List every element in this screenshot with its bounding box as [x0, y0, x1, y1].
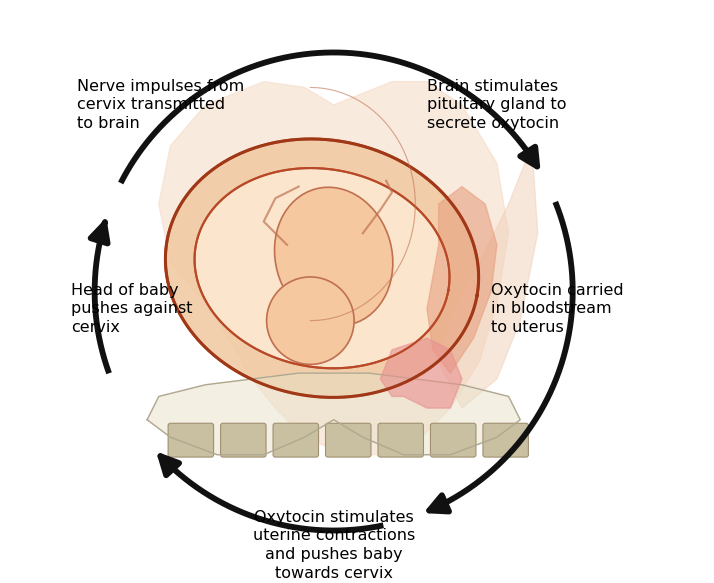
Text: Oxytocin stimulates
uterine contractions
and pushes baby
towards cervix: Oxytocin stimulates uterine contractions…	[253, 510, 415, 581]
FancyBboxPatch shape	[326, 423, 371, 457]
Polygon shape	[438, 146, 538, 408]
Text: Brain stimulates
pituitary gland to
secrete oxytocin: Brain stimulates pituitary gland to secr…	[427, 79, 566, 131]
FancyBboxPatch shape	[431, 423, 476, 457]
Polygon shape	[159, 82, 508, 455]
Polygon shape	[427, 187, 497, 373]
Polygon shape	[194, 168, 450, 368]
Polygon shape	[381, 338, 462, 408]
Text: Nerve impulses from
cervix transmitted
to brain: Nerve impulses from cervix transmitted t…	[77, 79, 244, 131]
FancyBboxPatch shape	[378, 423, 423, 457]
Text: Oxytocin carried
in bloodstream
to uterus: Oxytocin carried in bloodstream to uteru…	[491, 283, 624, 335]
FancyBboxPatch shape	[273, 423, 318, 457]
Polygon shape	[166, 139, 478, 398]
FancyBboxPatch shape	[483, 423, 528, 457]
FancyBboxPatch shape	[221, 423, 266, 457]
FancyBboxPatch shape	[168, 423, 213, 457]
Ellipse shape	[274, 187, 393, 326]
Polygon shape	[147, 373, 521, 455]
Circle shape	[266, 277, 354, 364]
Text: Head of baby
pushes against
cervix: Head of baby pushes against cervix	[71, 283, 193, 335]
